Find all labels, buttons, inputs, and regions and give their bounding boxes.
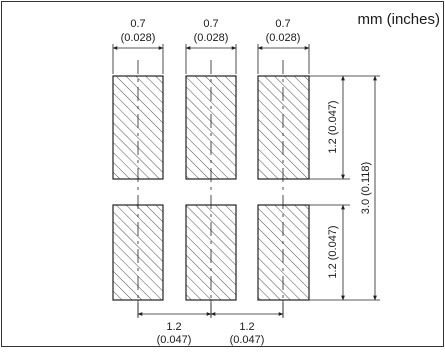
pad-length-dimension-bottom: 1.2 (0.047)	[309, 204, 380, 301]
pad-width-dimension-2: 0.7 (0.028)	[185, 18, 237, 74]
pitch-mm-1: 1.2	[166, 321, 181, 333]
pad-width-in-2: (0.028)	[194, 32, 229, 44]
pitch-in-2: (0.047)	[230, 334, 265, 346]
centerlines	[137, 60, 284, 320]
pad-width-mm-1: 0.7	[130, 18, 145, 30]
pad-width-in-1: (0.028)	[121, 32, 156, 44]
pad-bottom-3	[257, 204, 310, 301]
pad-width-dimension-3: 0.7 (0.028)	[257, 18, 310, 74]
pad-width-in-3: (0.028)	[266, 32, 301, 44]
pad-top-3	[257, 75, 310, 180]
pad-width-dimension-1: 0.7 (0.028)	[112, 18, 164, 74]
pad-width-mm-3: 0.7	[275, 18, 290, 30]
units-label: mm (inches)	[357, 11, 440, 28]
frame-border	[1, 1, 444, 347]
overall-length-label: 3.0 (0.118)	[360, 162, 372, 214]
pad-width-mm-2: 0.7	[203, 18, 218, 30]
pad-length-label-bottom: 1.2 (0.047)	[327, 225, 339, 278]
pitch-mm-2: 1.2	[239, 321, 254, 333]
pad-length-dimension-top: 1.2 (0.047)	[309, 75, 380, 180]
pad-length-label-top: 1.2 (0.047)	[327, 100, 339, 153]
overall-length-dimension: 3.0 (0.118)	[360, 75, 377, 301]
pitch-in-1: (0.047)	[157, 334, 192, 346]
pitch-dimension: 1.2 (0.047) 1.2 (0.047)	[137, 300, 284, 346]
